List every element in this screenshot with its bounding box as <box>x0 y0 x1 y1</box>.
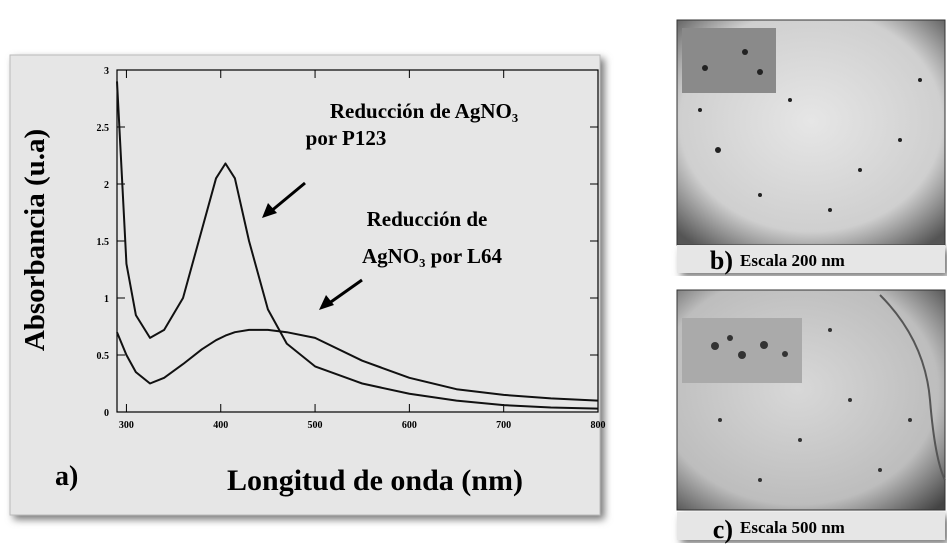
y-tick-label: 2 <box>104 180 109 191</box>
y-tick-label: 3 <box>104 66 109 77</box>
annotation: por P123 <box>306 126 387 150</box>
x-tick-label: 500 <box>308 420 323 431</box>
inset <box>682 28 776 93</box>
y-tick-label: 1.5 <box>97 237 110 248</box>
annotation: AgNO₃ por L64 <box>362 244 503 268</box>
caption: Escala 500 nm <box>740 518 845 537</box>
x-tick-label: 600 <box>402 420 417 431</box>
x-tick-label: 800 <box>591 420 606 431</box>
annotation: Reducción de <box>367 207 488 231</box>
panel-label: a) <box>55 461 78 492</box>
page: {"chart_data": {"type": "line", "ylabel"… <box>0 0 947 544</box>
annotation: Reducción de AgNO₃ <box>330 99 518 123</box>
panel-label: c) <box>713 515 733 544</box>
y-axis-label: Absorbancia (u.a) <box>19 129 51 351</box>
y-tick-label: 2.5 <box>97 123 110 134</box>
caption: Escala 200 nm <box>740 251 845 270</box>
x-tick-label: 700 <box>496 420 511 431</box>
y-tick-label: 0 <box>104 408 109 419</box>
y-tick-label: 0.5 <box>97 351 110 362</box>
panel-label: b) <box>710 246 733 275</box>
figure: 300 400 500 600 700 800 0 0.5 1 1.5 2 2.5 3 Absorban… <box>0 0 947 544</box>
x-tick-label: 300 <box>119 420 134 431</box>
x-tick-label: 400 <box>213 420 228 431</box>
x-axis-label: Longitud de onda (nm) <box>227 464 523 497</box>
inset <box>682 318 802 383</box>
y-tick-label: 1 <box>104 294 109 305</box>
